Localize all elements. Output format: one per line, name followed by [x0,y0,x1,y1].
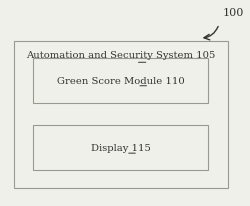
Bar [33,125,208,170]
Bar [14,42,228,188]
Text: Green Score Module 110: Green Score Module 110 [57,76,184,85]
Text: 100: 100 [223,8,244,18]
Bar [33,58,208,103]
Text: Display 115: Display 115 [91,143,150,152]
Text: Automation and Security System 105: Automation and Security System 105 [26,51,215,60]
